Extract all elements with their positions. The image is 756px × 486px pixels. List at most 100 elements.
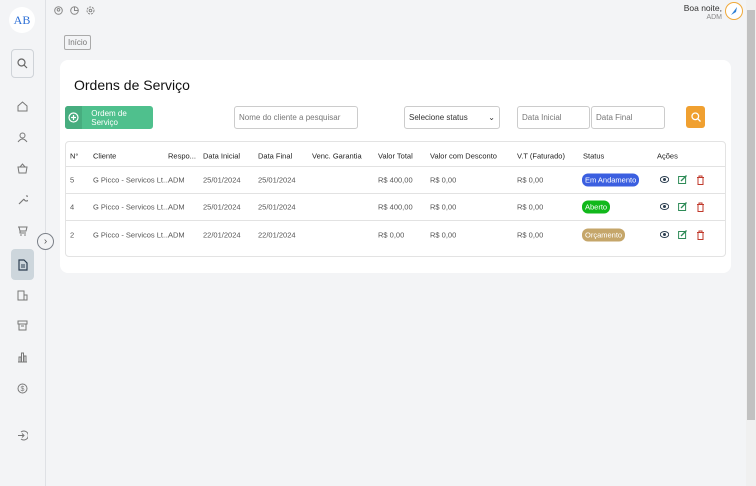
sidebar-item-invoices[interactable]	[11, 285, 34, 305]
table-header: N° Cliente Respo... Data Inicial Data Fi…	[66, 145, 725, 167]
col-start-date: Data Inicial	[203, 151, 241, 160]
logo: AB	[9, 7, 35, 33]
invoice-icon	[17, 290, 28, 300]
user-name: ADM	[706, 14, 722, 21]
service-orders-table: N° Cliente Respo... Data Inicial Data Fi…	[65, 141, 726, 257]
sidebar-item-finance[interactable]: $	[11, 378, 34, 398]
archive-icon	[17, 320, 28, 330]
trash-icon[interactable]	[696, 202, 705, 212]
plus-circle-icon	[68, 112, 79, 123]
chart-icon	[18, 352, 27, 362]
logout-icon	[18, 430, 28, 440]
status-badge: Aberto	[582, 200, 611, 214]
pie-chart-icon[interactable]	[70, 6, 79, 15]
table-row: 5 G Picco - Servicos Lt... ADM 25/01/202…	[66, 167, 725, 194]
new-service-order-button[interactable]: Ordem de Serviço	[65, 106, 153, 129]
chevron-down-icon: ⌄	[488, 113, 495, 122]
avatar[interactable]	[725, 2, 743, 20]
home-icon	[17, 100, 28, 111]
table-row: 2 G Picco - Servicos Lt... ADM 22/01/202…	[66, 221, 725, 248]
status-select[interactable]: Selecione status ⌄	[404, 106, 500, 129]
col-total: Valor Total	[378, 151, 413, 160]
basket-icon	[17, 162, 28, 173]
end-date: 22/01/2024	[258, 230, 296, 239]
sidebar-item-sales[interactable]	[11, 158, 34, 178]
search-icon	[690, 112, 701, 122]
status-badge: Orçamento	[582, 228, 626, 241]
top-icons	[54, 6, 95, 15]
page-title: Ordens de Serviço	[74, 77, 190, 93]
new-button-label: Ordem de Serviço	[91, 108, 127, 127]
sidebar-item-services[interactable]	[11, 189, 34, 209]
client-name: G Picco - Servicos Lt...	[93, 202, 170, 212]
avatar-icon	[731, 7, 737, 15]
sidebar-item-archive[interactable]	[11, 315, 34, 335]
end-date: 25/01/2024	[258, 175, 296, 185]
col-discount: Valor com Desconto	[430, 151, 497, 160]
greeting-text: Boa noite,	[683, 3, 722, 13]
start-date: 22/01/2024	[203, 230, 241, 239]
filter-search-button[interactable]	[686, 106, 705, 128]
billed-value: R$ 0,00	[517, 175, 544, 185]
sidebar-item-home[interactable]	[11, 96, 34, 116]
date-start-input[interactable]: Data Inicial	[517, 106, 590, 129]
col-actions: Ações	[657, 151, 678, 160]
responsible: ADM	[168, 175, 185, 185]
scrollbar-thumb[interactable]	[747, 10, 755, 420]
search-icon	[17, 58, 28, 69]
user-circle-icon[interactable]	[54, 6, 63, 15]
view-eye-icon[interactable]	[660, 175, 669, 184]
end-date: 25/01/2024	[258, 202, 296, 212]
total-value: R$ 400,00	[378, 175, 413, 185]
expand-sidebar-button[interactable]: ›	[37, 233, 54, 250]
order-number: 5	[70, 175, 75, 185]
sidebar-item-clients[interactable]	[11, 127, 34, 147]
edit-icon[interactable]	[678, 229, 687, 239]
col-end-date: Data Final	[258, 151, 293, 160]
sidebar-item-logout[interactable]	[11, 425, 34, 445]
view-eye-icon[interactable]	[660, 202, 669, 211]
breadcrumb[interactable]: Início	[64, 35, 92, 50]
gear-icon[interactable]	[86, 6, 95, 15]
col-responsible: Respo...	[168, 151, 196, 160]
responsible: ADM	[168, 202, 185, 212]
sidebar-item-service-orders[interactable]	[11, 249, 34, 280]
sidebar-item-products[interactable]	[11, 220, 34, 240]
trash-icon[interactable]	[696, 175, 705, 185]
edit-icon[interactable]	[678, 175, 687, 184]
start-date: 25/01/2024	[203, 202, 241, 212]
document-icon	[17, 258, 28, 271]
col-number: N°	[70, 151, 79, 160]
view-eye-icon[interactable]	[660, 230, 669, 239]
user-greeting: Boa noite, ADM	[684, 3, 722, 23]
total-value: R$ 400,00	[378, 202, 413, 212]
billed-value: R$ 0,00	[517, 230, 544, 239]
chevron-right-icon: ›	[43, 236, 48, 247]
trash-icon[interactable]	[696, 230, 705, 240]
client-name: G Picco - Servicos Lt...	[93, 230, 170, 239]
search-button[interactable]	[11, 49, 34, 78]
total-value: R$ 0,00	[378, 230, 405, 239]
discount-value: R$ 0,00	[430, 230, 457, 239]
client-search-input[interactable]: Nome do cliente a pesquisar	[234, 106, 358, 129]
discount-value: R$ 0,00	[430, 202, 457, 212]
wrench-icon	[18, 194, 28, 204]
order-number: 2	[70, 230, 75, 239]
responsible: ADM	[168, 230, 185, 239]
sidebar-item-reports[interactable]	[11, 347, 34, 367]
date-end-input[interactable]: Data Final	[591, 106, 665, 129]
billed-value: R$ 0,00	[517, 202, 544, 212]
col-client: Cliente	[93, 151, 117, 160]
col-billed: V.T (Faturado)	[517, 151, 565, 160]
discount-value: R$ 0,00	[430, 175, 457, 185]
svg-text:$: $	[21, 386, 25, 393]
status-badge: Em Andamento	[582, 173, 640, 187]
table-row: 4 G Picco - Servicos Lt... ADM 25/01/202…	[66, 194, 725, 221]
status-select-value: Selecione status	[409, 113, 468, 122]
cart-icon	[18, 226, 28, 236]
col-status: Status	[583, 151, 605, 160]
edit-icon[interactable]	[678, 202, 687, 211]
start-date: 25/01/2024	[203, 175, 241, 185]
col-warranty: Venc. Garantia	[312, 151, 362, 160]
order-number: 4	[70, 202, 75, 212]
